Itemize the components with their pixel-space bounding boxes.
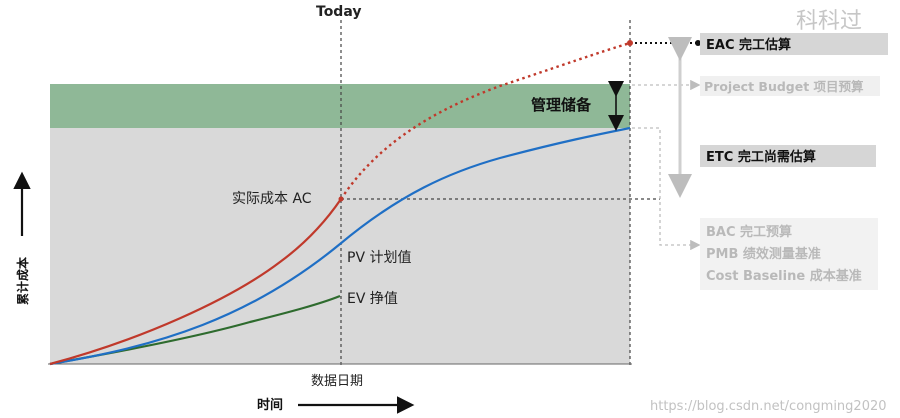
management-reserve-band xyxy=(50,84,630,128)
project-budget-legend-text: Project Budget 项目预算 xyxy=(704,79,864,94)
ac-curve xyxy=(49,198,342,366)
management-reserve-label: 管理储备 xyxy=(531,96,592,114)
watermark-bottom: https://blog.csdn.net/congming2020 xyxy=(650,399,887,414)
y-axis-label: 累计成本 xyxy=(15,257,30,305)
cost-baseline-legend-text: Cost Baseline 成本基准 xyxy=(706,268,862,284)
etc-box xyxy=(700,145,876,167)
pmb-legend-text: PMB 绩效测量基准 xyxy=(706,246,821,262)
etc-legend-text: ETC 完工尚需估算 xyxy=(706,149,816,165)
ev-label: EV 挣值 xyxy=(347,291,398,307)
cost-baseline-area xyxy=(50,128,630,364)
bac-legend-text: BAC 完工预算 xyxy=(706,224,792,240)
bac-box xyxy=(700,218,878,290)
eac-point xyxy=(627,40,633,46)
eac-legend-text: EAC 完工估算 xyxy=(706,37,791,53)
x-axis-label: 时间 xyxy=(257,397,283,413)
eac-box xyxy=(700,33,888,55)
bac-connector xyxy=(632,127,701,251)
watermark-top: 科科过 xyxy=(796,9,862,34)
data-date-label: 数据日期 xyxy=(311,374,363,389)
ac-point xyxy=(338,196,344,202)
ac-label: 实际成本 AC xyxy=(232,191,312,207)
project-budget-box xyxy=(700,76,880,96)
today-label: Today xyxy=(316,4,361,20)
pv-curve xyxy=(49,126,631,366)
eac-end-point xyxy=(695,40,701,46)
pv-label: PV 计划值 xyxy=(347,250,411,266)
